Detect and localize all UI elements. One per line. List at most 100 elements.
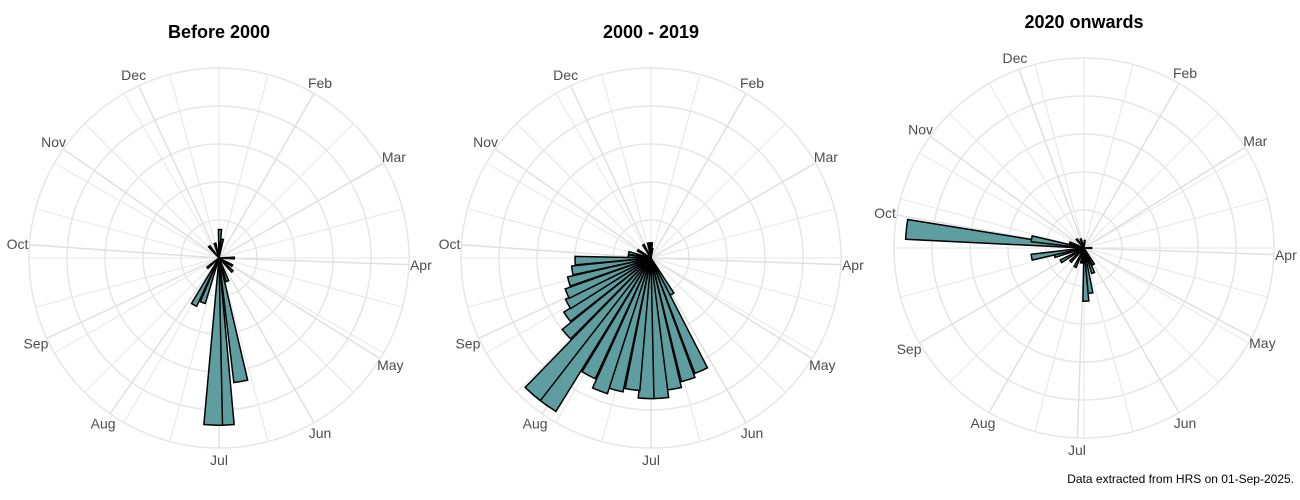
rose-bar (218, 256, 235, 260)
month-spoke (650, 257, 841, 266)
polar-grid (893, 57, 1275, 439)
grid-spoke (650, 257, 786, 393)
rose-bar (1030, 247, 1085, 262)
rose-bar (1083, 246, 1093, 250)
rose-bar (1083, 247, 1096, 275)
grid-spoke (601, 74, 652, 259)
month-label-mar: Mar (814, 149, 838, 165)
month-label-jun: Jun (1174, 415, 1197, 431)
grid-spoke (650, 123, 786, 259)
grid-spoke (35, 208, 220, 259)
rose-panel-2: 2000 - 2019 Dec Feb Mar Apr May Jun Jul Aug Sep Oc… (439, 22, 865, 468)
month-spoke (988, 247, 1085, 413)
rose-bar (190, 257, 220, 308)
rose-bar (203, 257, 224, 426)
panel-title: 2000 - 2019 (603, 22, 699, 42)
grid-spoke (988, 83, 1085, 249)
month-spoke (218, 257, 315, 423)
rose-bar (566, 257, 652, 288)
month-labels: Dec Feb Mar Apr May Jun Jul Aug Sep Oct Nov (7, 67, 433, 468)
grid-spoke (1083, 247, 1249, 344)
rose-bar (1075, 237, 1085, 249)
month-spoke (218, 257, 381, 360)
grid-spoke (516, 123, 652, 259)
rose-bar (627, 250, 652, 259)
rose-bar (1059, 247, 1085, 264)
month-spoke (1018, 69, 1085, 249)
rose-bars (190, 228, 249, 426)
month-label-apr: Apr (842, 257, 864, 273)
rose-bars (904, 218, 1096, 302)
month-label-oct: Oct (7, 236, 29, 252)
grid-spoke (218, 74, 269, 259)
rose-panel-3: 2020 onwards Dec Feb Mar Apr May Jun Jul Aug Sep O… (874, 12, 1297, 458)
rose-bar (524, 257, 652, 402)
grid-spoke (218, 257, 354, 393)
month-spoke (1083, 247, 1180, 413)
month-label-jul: Jul (1068, 442, 1086, 458)
rose-bar (650, 257, 696, 383)
grid-spoke (1083, 198, 1268, 249)
grid-spoke (1083, 247, 1219, 383)
rose-bar (213, 242, 220, 259)
grid-spoke (84, 257, 220, 393)
month-spoke (218, 257, 409, 266)
month-label-feb: Feb (1173, 65, 1197, 81)
month-label-apr: Apr (410, 257, 432, 273)
month-label-jun: Jun (309, 425, 332, 441)
month-labels: Dec Feb Mar Apr May Jun Jul Aug Sep Oct Nov (874, 50, 1297, 458)
grid-spoke (650, 257, 816, 354)
rose-bar (1082, 247, 1090, 302)
grid-spoke (169, 257, 220, 442)
grid-spoke (218, 257, 403, 308)
grid-spoke (35, 257, 220, 308)
grid-spoke (555, 93, 652, 259)
month-label-feb: Feb (308, 75, 332, 91)
rose-bar (218, 238, 225, 259)
grid-spoke (84, 123, 220, 259)
grid-spoke (218, 208, 403, 259)
grid-spoke (1083, 247, 1268, 298)
month-spoke (570, 85, 652, 259)
month-label-feb: Feb (740, 75, 764, 91)
rose-bar (564, 257, 652, 310)
month-label-jun: Jun (741, 425, 764, 441)
month-spoke (650, 162, 816, 259)
month-label-jul: Jul (642, 452, 660, 468)
rose-bar (646, 242, 652, 259)
month-spoke (138, 85, 220, 259)
rose-bar (205, 257, 220, 270)
month-label-may: May (809, 357, 835, 373)
month-label-may: May (377, 357, 403, 373)
rose-panel-1: Before 2000 Dec Feb Mar Apr May Jun Jul Aug Sep Oc… (7, 22, 433, 468)
grid-spoke (486, 162, 652, 259)
month-spoke (46, 257, 220, 339)
grid-spoke (1083, 152, 1249, 249)
month-label-sep: Sep (897, 341, 922, 357)
rose-bar (1079, 237, 1085, 249)
grid-spoke (919, 152, 1085, 249)
rose-bar (591, 257, 652, 395)
grid-spoke (169, 74, 220, 259)
month-spoke (29, 243, 220, 259)
grid-spoke (467, 208, 652, 259)
rose-bar (562, 257, 652, 323)
month-label-mar: Mar (382, 149, 406, 165)
month-label-aug: Aug (91, 415, 116, 431)
rose-bar (650, 257, 709, 375)
rose-bar (1068, 247, 1085, 264)
month-label-oct: Oct (874, 205, 896, 221)
month-spoke (218, 162, 384, 259)
grid-spoke (949, 247, 1085, 383)
panel-title: Before 2000 (168, 22, 270, 42)
rose-bar (218, 257, 249, 384)
month-label-aug: Aug (971, 415, 996, 431)
grid-spoke (1034, 64, 1085, 249)
month-label-sep: Sep (455, 335, 480, 351)
rose-bar (570, 257, 652, 276)
rose-bar (574, 255, 652, 266)
month-label-jul: Jul (210, 452, 228, 468)
rose-bar (218, 257, 235, 274)
